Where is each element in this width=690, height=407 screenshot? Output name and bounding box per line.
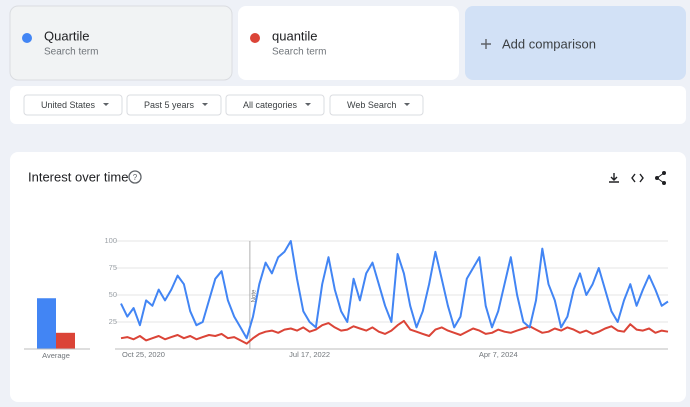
term-name: Quartile — [44, 28, 90, 43]
filter-dropdown[interactable] — [126, 94, 222, 116]
help-icon-glyph: ? — [133, 173, 138, 182]
y-tick-label: 75 — [109, 263, 117, 272]
y-tick-label: 50 — [109, 290, 117, 299]
average-label: Average — [42, 351, 70, 360]
add-comparison[interactable] — [465, 6, 686, 80]
dropdown-arrow — [305, 103, 311, 106]
filter-dropdown[interactable] — [329, 94, 424, 116]
term-subtitle: Search term — [272, 47, 326, 58]
help-icon[interactable] — [128, 170, 142, 184]
trend-line — [120, 240, 669, 340]
term-dot — [250, 33, 260, 43]
filter-label: Past 5 years — [144, 100, 195, 110]
filter-label: United States — [41, 100, 96, 110]
filter-dropdown[interactable] — [23, 94, 123, 116]
x-tick-label: Jul 17, 2022 — [289, 350, 330, 359]
term-card[interactable] — [238, 6, 459, 80]
average-bar — [37, 298, 56, 349]
filter-label: Web Search — [347, 100, 396, 110]
dropdown-arrow — [202, 103, 208, 106]
term-card[interactable] — [9, 5, 233, 81]
term-dot — [22, 33, 32, 43]
filter-label: All categories — [243, 100, 298, 110]
chart-title: Interest over time — [28, 169, 128, 184]
chart-card — [10, 152, 686, 402]
plus-icon — [481, 39, 491, 49]
add-comparison-label: Add comparison — [502, 36, 596, 51]
y-tick-label: 25 — [109, 317, 117, 326]
share-icon[interactable] — [655, 171, 666, 185]
y-tick-label: 100 — [104, 236, 117, 245]
download-icon[interactable] — [609, 173, 619, 183]
average-bar — [56, 332, 75, 349]
trend-line — [120, 319, 669, 345]
x-tick-label: Oct 25, 2020 — [122, 350, 165, 359]
filter-dropdown[interactable] — [225, 94, 325, 116]
embed-icon[interactable] — [631, 173, 644, 183]
dropdown-arrow — [103, 103, 109, 106]
term-subtitle: Search term — [44, 47, 98, 58]
x-tick-label: Apr 7, 2024 — [479, 350, 518, 359]
annotation-label[interactable]: Note — [251, 289, 257, 302]
term-name: quantile — [272, 28, 318, 43]
dropdown-arrow — [404, 103, 410, 106]
